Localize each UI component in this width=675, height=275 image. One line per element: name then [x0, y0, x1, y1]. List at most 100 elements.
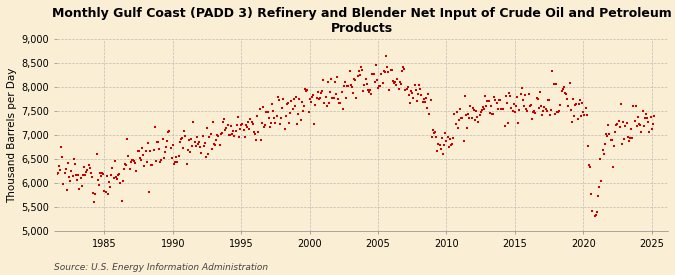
Point [533, 105, 544, 110]
Point [362, 88, 373, 92]
Point [204, 135, 215, 139]
Point [228, 129, 239, 133]
Point [153, 140, 163, 145]
Point [76, 184, 87, 188]
Point [465, 104, 476, 108]
Point [443, 145, 454, 149]
Point [548, 82, 559, 86]
Point [360, 77, 371, 82]
Point [298, 109, 308, 113]
Point [430, 130, 441, 134]
Point [466, 116, 477, 120]
Point [111, 175, 122, 179]
Point [630, 104, 641, 108]
Point [219, 117, 230, 122]
Point [268, 109, 279, 113]
Point [131, 169, 142, 173]
Point [558, 85, 569, 90]
Point [450, 122, 461, 127]
Point [540, 107, 551, 111]
Point [278, 97, 289, 101]
Point [103, 192, 113, 196]
Point [439, 142, 450, 147]
Point [161, 145, 171, 149]
Point [200, 155, 211, 160]
Point [614, 125, 625, 130]
Point [472, 115, 483, 119]
Point [485, 104, 496, 109]
Point [133, 149, 144, 153]
Point [323, 101, 334, 105]
Point [354, 73, 365, 77]
Point [259, 125, 269, 129]
Point [522, 108, 533, 113]
Point [555, 103, 566, 107]
Point [415, 86, 426, 91]
Point [374, 84, 385, 89]
Point [243, 120, 254, 124]
Point [313, 97, 324, 101]
Point [214, 143, 225, 148]
Point [318, 78, 329, 82]
Point [533, 97, 543, 101]
Point [173, 153, 184, 158]
Point [89, 200, 100, 204]
Point [195, 145, 206, 149]
Point [481, 104, 492, 109]
Point [245, 117, 256, 121]
Point [591, 210, 602, 214]
Point [84, 166, 95, 170]
Point [464, 116, 475, 120]
Point [198, 143, 209, 148]
Point [225, 124, 236, 128]
Point [406, 89, 416, 93]
Point [202, 152, 213, 156]
Point [549, 112, 560, 117]
Point [392, 76, 403, 81]
Point [247, 122, 258, 126]
Point [558, 87, 568, 92]
Point [331, 75, 342, 79]
Point [172, 160, 183, 165]
Point [273, 98, 284, 102]
Point [284, 120, 294, 125]
Point [596, 179, 607, 183]
Point [321, 104, 332, 108]
Point [454, 117, 464, 122]
Point [136, 158, 146, 163]
Point [225, 132, 236, 137]
Point [467, 106, 478, 111]
Point [523, 92, 534, 96]
Point [538, 109, 549, 114]
Point [124, 166, 135, 171]
Point [404, 93, 414, 98]
Point [551, 82, 562, 86]
Point [410, 88, 421, 93]
Point [368, 72, 379, 76]
Point [581, 113, 592, 117]
Point [644, 130, 655, 134]
Point [452, 110, 462, 114]
Point [602, 134, 613, 138]
Point [584, 163, 595, 167]
Point [506, 106, 517, 110]
Point [503, 121, 514, 125]
Point [97, 170, 107, 175]
Point [473, 120, 484, 124]
Point [91, 152, 102, 156]
Point [554, 109, 565, 113]
Point [536, 103, 547, 108]
Point [547, 69, 558, 73]
Point [535, 89, 545, 94]
Point [99, 189, 110, 193]
Point [86, 175, 97, 179]
Point [95, 170, 105, 175]
Point [543, 97, 554, 102]
Point [498, 107, 509, 111]
Point [180, 133, 191, 138]
Point [346, 82, 356, 87]
Point [267, 102, 277, 106]
Point [253, 130, 264, 134]
Point [157, 136, 168, 141]
Point [235, 127, 246, 131]
